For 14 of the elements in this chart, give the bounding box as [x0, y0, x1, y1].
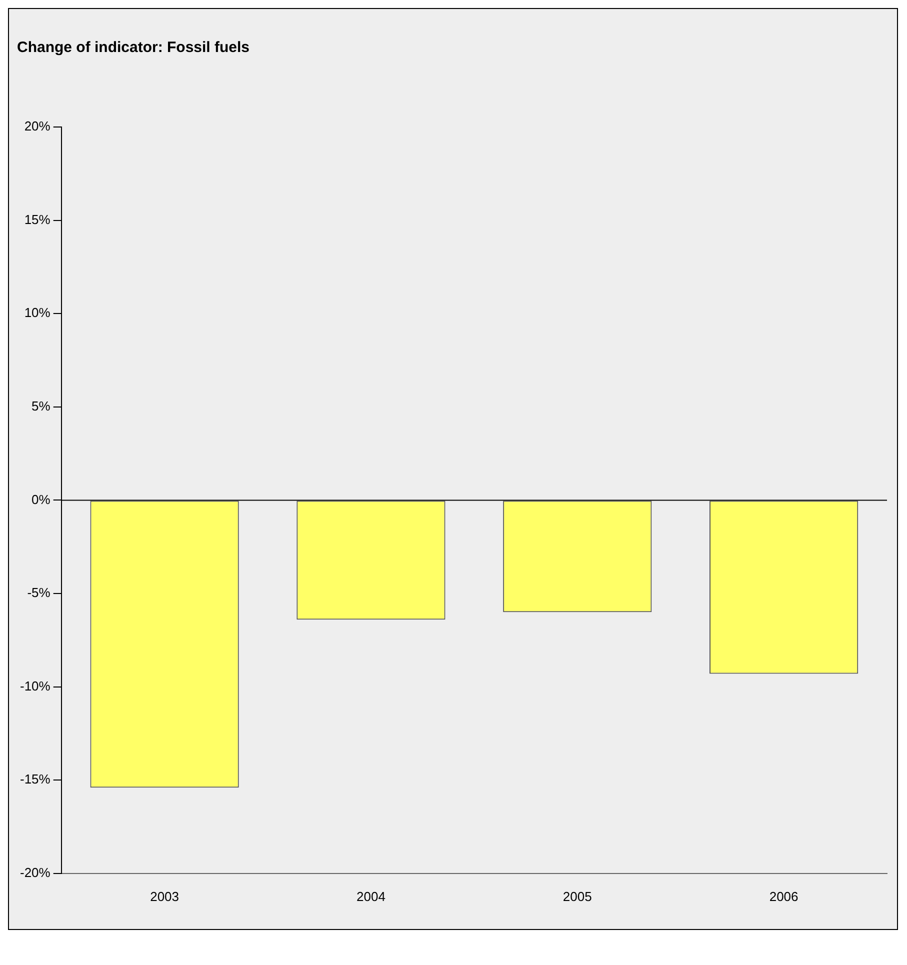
chart-title: Change of indicator: Fossil fuels — [17, 39, 250, 56]
y-tick-label: -10% — [20, 678, 51, 694]
y-tick-label: 15% — [24, 212, 51, 227]
x-tick-label: 2005 — [562, 888, 592, 904]
x-tick-label: 2006 — [769, 888, 798, 904]
y-tick-label: 5% — [32, 398, 51, 414]
y-tick-label: 20% — [24, 118, 51, 134]
y-tick-label: 10% — [24, 305, 51, 320]
x-tick-label: 2004 — [356, 888, 386, 904]
x-tick-label: 2003 — [150, 888, 180, 904]
y-tick-label: 0% — [32, 492, 51, 507]
y-tick-label: -5% — [27, 585, 51, 600]
y-tick-label: -20% — [20, 864, 51, 880]
y-tick-label: -15% — [20, 772, 51, 787]
